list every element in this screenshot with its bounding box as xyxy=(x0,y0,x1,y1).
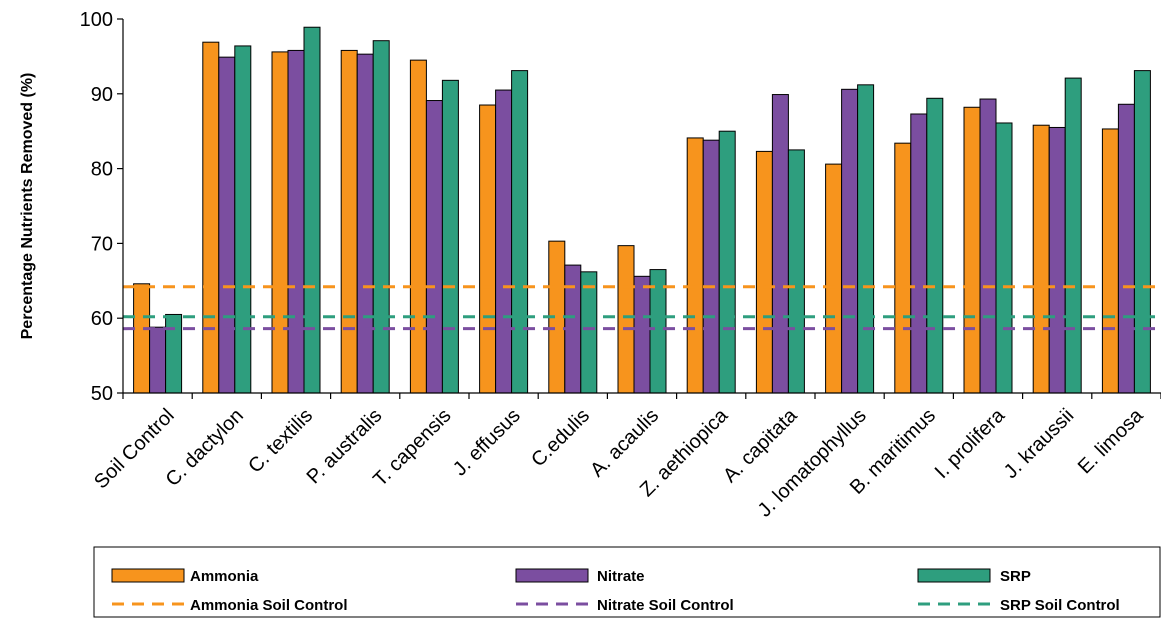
bar-srp-8 xyxy=(718,130,736,394)
bar-ammonia-7 xyxy=(617,245,635,394)
bar-nitrate-7 xyxy=(633,275,651,394)
bar-ammonia-12 xyxy=(963,106,981,394)
bar-nitrate-9 xyxy=(771,94,789,394)
bar-ammonia-10 xyxy=(825,163,843,394)
bar-nitrate-1 xyxy=(218,56,236,394)
legend-label: SRP xyxy=(1000,568,1031,585)
bar-ammonia-8 xyxy=(686,137,704,394)
bar-ammonia-1 xyxy=(202,41,220,394)
legend-label: SRP Soil Control xyxy=(1000,597,1120,614)
x-tick-label: J. kraussii xyxy=(1000,405,1078,483)
bar-ammonia-9 xyxy=(755,150,773,394)
bar-srp-13 xyxy=(1064,77,1082,394)
y-tick-label: 100 xyxy=(80,9,113,31)
x-tick-label: C.edulis xyxy=(527,405,594,472)
x-tick-label: E. limosa xyxy=(1074,404,1148,478)
bar-srp-10 xyxy=(857,84,875,394)
y-axis-title: Percentage Nutrients Removed (%) xyxy=(19,73,36,340)
bar-srp-14 xyxy=(1133,70,1151,394)
legend-label: Nitrate Soil Control xyxy=(597,597,734,614)
bar-srp-6 xyxy=(580,271,598,394)
bar-ammonia-0 xyxy=(133,283,151,394)
bar-ammonia-14 xyxy=(1101,128,1119,394)
y-tick-label: 90 xyxy=(91,84,113,106)
legend-label: Ammonia xyxy=(190,568,259,585)
bar-srp-1 xyxy=(234,45,252,394)
bar-srp-0 xyxy=(165,313,183,394)
bar-ammonia-4 xyxy=(409,59,427,394)
bar-srp-3 xyxy=(372,40,390,394)
y-tick-label: 50 xyxy=(91,383,113,405)
legend-swatch-nitrate xyxy=(515,568,589,583)
bar-srp-11 xyxy=(926,97,944,394)
bar-srp-4 xyxy=(441,79,459,394)
y-tick-label: 80 xyxy=(91,159,113,181)
bar-srp-2 xyxy=(303,26,321,394)
bar-ammonia-2 xyxy=(271,51,289,394)
legend-swatch-srp xyxy=(917,568,991,583)
bar-nitrate-5 xyxy=(495,89,513,394)
bar-srp-5 xyxy=(511,70,529,394)
bar-ammonia-11 xyxy=(894,142,912,394)
x-tick-label: I. prolifera xyxy=(931,404,1010,483)
bar-nitrate-3 xyxy=(356,53,374,394)
bar-srp-9 xyxy=(787,149,805,394)
legend: Ammonia Nitrate SRP Ammonia Soil Control Nit… xyxy=(93,546,1161,618)
bar-nitrate-0 xyxy=(149,326,167,394)
plot-area xyxy=(123,26,1161,394)
bar-nitrate-12 xyxy=(979,98,997,394)
bar-nitrate-2 xyxy=(287,49,305,394)
bar-nitrate-14 xyxy=(1117,103,1135,394)
bar-srp-12 xyxy=(995,122,1013,394)
bar-ammonia-3 xyxy=(340,49,358,394)
bar-nitrate-4 xyxy=(425,100,443,394)
bar-nitrate-13 xyxy=(1048,126,1066,394)
legend-label: Nitrate xyxy=(597,568,645,585)
bar-nitrate-10 xyxy=(841,88,859,394)
legend-label: Ammonia Soil Control xyxy=(190,597,348,614)
bar-nitrate-11 xyxy=(910,113,928,394)
x-tick-label: J. effusus xyxy=(449,405,525,481)
legend-swatch-ammonia xyxy=(111,568,185,583)
bar-ammonia-13 xyxy=(1032,124,1050,394)
y-tick-label: 60 xyxy=(91,308,113,330)
bar-ammonia-5 xyxy=(479,104,497,394)
y-tick-label: 70 xyxy=(91,233,113,255)
bar-nitrate-8 xyxy=(702,139,720,394)
x-tick-label: C. textilis xyxy=(244,405,317,478)
